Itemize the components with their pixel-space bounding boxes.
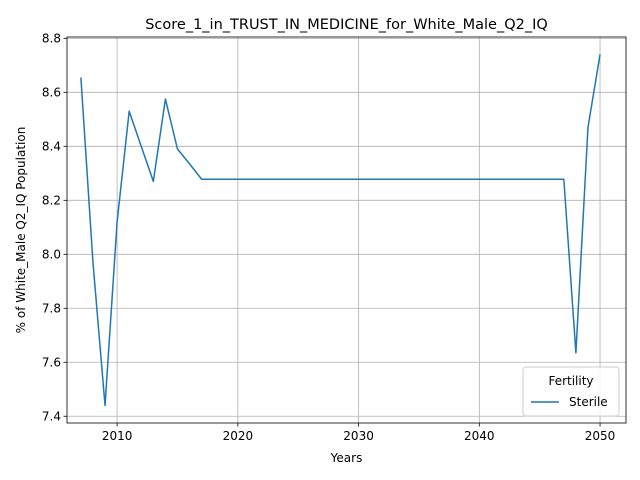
chart-title: Score_1_in_TRUST_IN_MEDICINE_for_White_M… xyxy=(145,17,548,33)
legend-title: Fertility xyxy=(548,374,593,388)
grid-lines xyxy=(67,37,626,423)
y-tick-label: 7.8 xyxy=(42,301,61,315)
x-tick-label: 2040 xyxy=(464,429,495,443)
x-axis-title: Years xyxy=(330,451,363,465)
series-lines xyxy=(80,54,601,407)
legend-box xyxy=(522,366,620,417)
legend-label-sterile: Sterile xyxy=(569,395,608,409)
y-axis-title: % of White_Male Q2_IQ Population xyxy=(14,127,28,334)
y-tick-label: 8.8 xyxy=(42,32,61,46)
y-tick-label: 7.6 xyxy=(42,355,61,369)
y-tick-label: 8.2 xyxy=(42,194,61,208)
x-tick-label: 2020 xyxy=(223,429,254,443)
x-tick-label: 2030 xyxy=(343,429,374,443)
y-tick-label: 8.0 xyxy=(42,247,61,261)
legend: Fertility Sterile xyxy=(522,366,620,417)
series-line-sterile xyxy=(80,54,601,407)
x-tick-label: 2050 xyxy=(585,429,616,443)
axis-ticks: 2010 2020 2030 2040 2050 7.4 7.6 7.8 8.0 8.2 8.4 8.… xyxy=(42,32,615,443)
plot-area-frame xyxy=(66,36,627,424)
y-tick-label: 7.4 xyxy=(42,409,61,423)
x-tick-label: 2010 xyxy=(102,429,133,443)
y-tick-label: 8.6 xyxy=(42,86,61,100)
y-tick-label: 8.4 xyxy=(42,140,61,154)
